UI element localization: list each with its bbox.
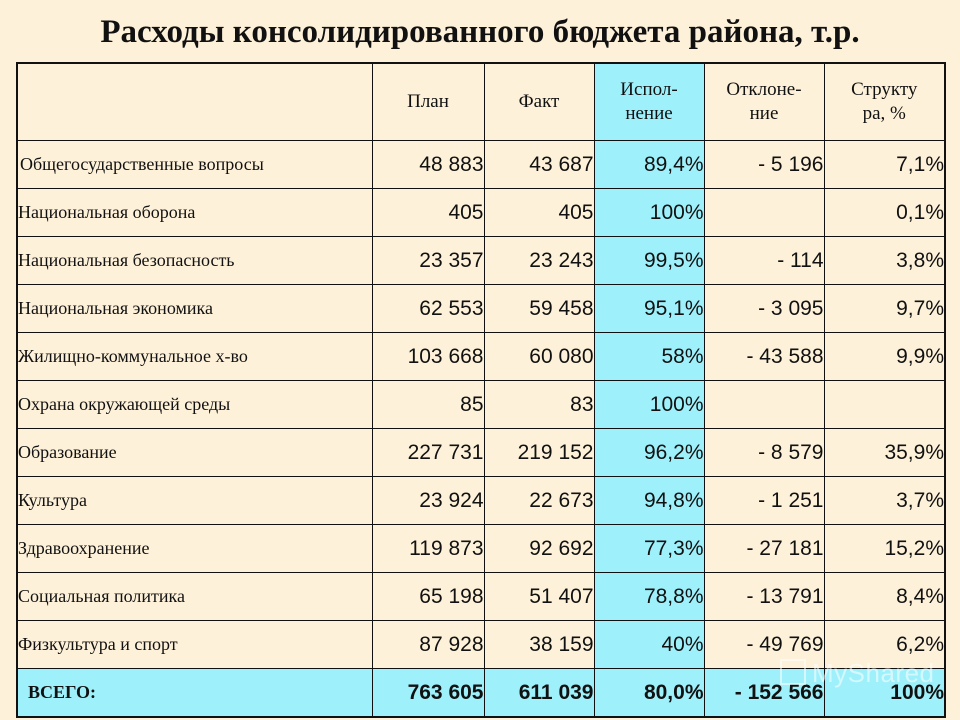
row-structure: 9,9% bbox=[823, 332, 946, 381]
table-row: Национальная экономика 62 553 59 458 95,… bbox=[16, 284, 946, 333]
header-row: План Факт Испол-нение Отклоне-ние Структ… bbox=[16, 62, 946, 141]
watermark-logo-icon bbox=[780, 659, 806, 685]
row-fact: 38 159 bbox=[483, 620, 595, 669]
row-plan: 23 924 bbox=[371, 476, 485, 525]
row-execution: 89,4% bbox=[593, 140, 705, 189]
row-name: Социальная политика bbox=[16, 572, 373, 621]
row-name: Национальная экономика bbox=[16, 284, 373, 333]
table-row: Национальная оборона 405 405 100% 0,1% bbox=[16, 188, 946, 237]
row-execution: 58% bbox=[593, 332, 705, 381]
row-execution: 78,8% bbox=[593, 572, 705, 621]
row-execution: 94,8% bbox=[593, 476, 705, 525]
row-name: Национальная оборона bbox=[16, 188, 373, 237]
row-execution: 99,5% bbox=[593, 236, 705, 285]
row-plan: 85 bbox=[371, 380, 485, 429]
row-structure: 15,2% bbox=[823, 524, 946, 573]
row-name: Культура bbox=[16, 476, 373, 525]
table-row: Культура 23 924 22 673 94,8% - 1 251 3,7… bbox=[16, 476, 946, 525]
row-execution: 100% bbox=[593, 188, 705, 237]
row-name: Охрана окружающей среды bbox=[16, 380, 373, 429]
row-fact: 60 080 bbox=[483, 332, 595, 381]
row-plan: 103 668 bbox=[371, 332, 485, 381]
row-execution: 96,2% bbox=[593, 428, 705, 477]
row-fact: 219 152 bbox=[483, 428, 595, 477]
row-deviation bbox=[703, 188, 825, 237]
row-name: Общегосударственные вопросы bbox=[16, 140, 373, 189]
row-fact: 92 692 bbox=[483, 524, 595, 573]
table-row: Социальная политика 65 198 51 407 78,8% … bbox=[16, 572, 946, 621]
total-execution: 80,0% bbox=[593, 668, 705, 718]
row-fact: 22 673 bbox=[483, 476, 595, 525]
table-row: Образование 227 731 219 152 96,2% - 8 57… bbox=[16, 428, 946, 477]
row-deviation: - 114 bbox=[703, 236, 825, 285]
row-deviation: - 13 791 bbox=[703, 572, 825, 621]
row-deviation: - 3 095 bbox=[703, 284, 825, 333]
header-fact: Факт bbox=[483, 62, 595, 141]
row-fact: 51 407 bbox=[483, 572, 595, 621]
row-fact: 23 243 bbox=[483, 236, 595, 285]
row-deviation: - 5 196 bbox=[703, 140, 825, 189]
row-plan: 65 198 bbox=[371, 572, 485, 621]
row-deviation: - 8 579 bbox=[703, 428, 825, 477]
row-structure: 3,7% bbox=[823, 476, 946, 525]
row-fact: 405 bbox=[483, 188, 595, 237]
table-row: Национальная безопасность 23 357 23 243 … bbox=[16, 236, 946, 285]
total-row: ВСЕГО: 763 605 611 039 80,0% - 152 566 1… bbox=[16, 668, 946, 718]
page-title: Расходы консолидированного бюджета район… bbox=[100, 14, 860, 50]
row-structure bbox=[823, 380, 946, 429]
row-plan: 48 883 bbox=[371, 140, 485, 189]
header-execution: Испол-нение bbox=[593, 62, 705, 141]
row-plan: 62 553 bbox=[371, 284, 485, 333]
row-structure: 9,7% bbox=[823, 284, 946, 333]
table-row: Охрана окружающей среды 85 83 100% bbox=[16, 380, 946, 429]
row-deviation: - 43 588 bbox=[703, 332, 825, 381]
watermark: MyShared bbox=[780, 658, 935, 689]
row-plan: 87 928 bbox=[371, 620, 485, 669]
row-structure: 0,1% bbox=[823, 188, 946, 237]
row-plan: 405 bbox=[371, 188, 485, 237]
total-fact: 611 039 bbox=[483, 668, 595, 718]
header-plan: План bbox=[371, 62, 485, 141]
row-name: Образование bbox=[16, 428, 373, 477]
table-row: Физкультура и спорт 87 928 38 159 40% - … bbox=[16, 620, 946, 669]
total-name: ВСЕГО: bbox=[16, 668, 373, 718]
row-structure: 7,1% bbox=[823, 140, 946, 189]
header-empty bbox=[16, 62, 373, 141]
row-execution: 95,1% bbox=[593, 284, 705, 333]
row-plan: 23 357 bbox=[371, 236, 485, 285]
row-structure: 8,4% bbox=[823, 572, 946, 621]
row-fact: 43 687 bbox=[483, 140, 595, 189]
row-name: Национальная безопасность bbox=[16, 236, 373, 285]
row-deviation bbox=[703, 380, 825, 429]
header-deviation: Отклоне-ние bbox=[703, 62, 825, 141]
table-row: Здравоохранение 119 873 92 692 77,3% - 2… bbox=[16, 524, 946, 573]
row-deviation: - 27 181 bbox=[703, 524, 825, 573]
budget-table: План Факт Испол-нение Отклоне-ние Структ… bbox=[16, 62, 946, 718]
row-execution: 40% bbox=[593, 620, 705, 669]
row-name: Жилищно-коммунальное х-во bbox=[16, 332, 373, 381]
row-name: Физкультура и спорт bbox=[16, 620, 373, 669]
row-plan: 119 873 bbox=[371, 524, 485, 573]
header-structure: Структу ра, % bbox=[823, 62, 946, 141]
row-execution: 100% bbox=[593, 380, 705, 429]
row-structure: 35,9% bbox=[823, 428, 946, 477]
row-fact: 59 458 bbox=[483, 284, 595, 333]
total-structure: 100% bbox=[823, 668, 946, 718]
row-name: Здравоохранение bbox=[16, 524, 373, 573]
row-execution: 77,3% bbox=[593, 524, 705, 573]
row-plan: 227 731 bbox=[371, 428, 485, 477]
row-fact: 83 bbox=[483, 380, 595, 429]
total-plan: 763 605 bbox=[371, 668, 485, 718]
row-deviation: - 1 251 bbox=[703, 476, 825, 525]
row-structure: 6,2% bbox=[823, 620, 946, 669]
row-structure: 3,8% bbox=[823, 236, 946, 285]
table-row: Жилищно-коммунальное х-во 103 668 60 080… bbox=[16, 332, 946, 381]
table-row: Общегосударственные вопросы 48 883 43 68… bbox=[16, 140, 946, 189]
